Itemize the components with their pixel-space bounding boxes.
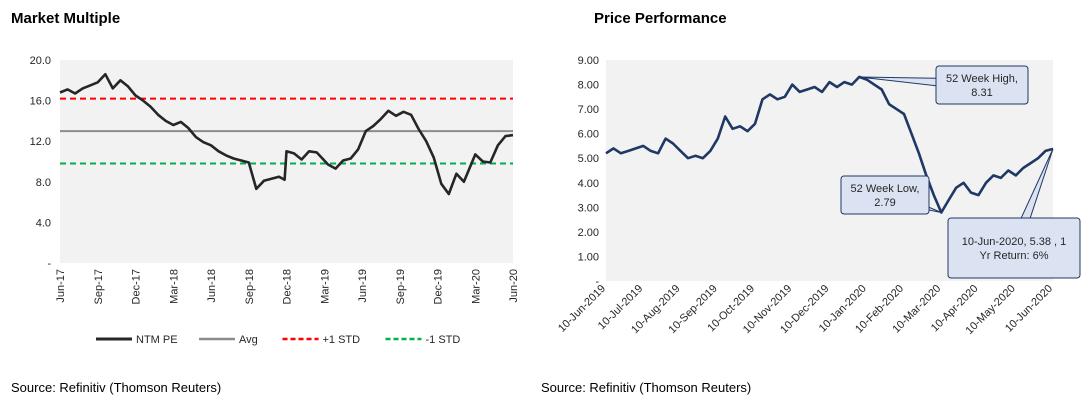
x-tick-label: Dec-19: [433, 269, 445, 304]
market-multiple-chart: 20.0 16.0 12.0 8.0 4.0 -Jun-17 Sep-17 Dec-17 Mar…: [30, 55, 520, 346]
x-tick-label: Dec-17: [131, 269, 143, 304]
series-line-ntm-pe: [59, 72, 514, 196]
y-tick-label: 3.00: [578, 202, 599, 214]
y-tick-label: 8.0: [36, 177, 51, 189]
y-tick-label: 16.0: [30, 96, 51, 108]
y-tick-label: 8.00: [578, 80, 599, 92]
y-tick-label: -: [47, 258, 51, 270]
price-series-line: [605, 75, 1054, 214]
callout-fill: [842, 177, 928, 213]
x-tick-label: Sep-18: [244, 269, 256, 304]
legend-label: Avg: [239, 334, 258, 346]
callout-label: 2.79: [874, 197, 895, 209]
legend-label: -1 STD: [426, 334, 461, 346]
y-tick-label: 9.00: [578, 55, 599, 67]
y-tick-label: 4.00: [578, 178, 599, 190]
left-source-note: Source: Refinitiv (Thomson Reuters): [11, 380, 222, 395]
y-tick-label: 7.00: [578, 104, 599, 116]
right-source-note: Source: Refinitiv (Thomson Reuters): [541, 380, 752, 395]
y-tick-label: 4.0: [36, 217, 51, 229]
callout-label: 52 Week Low,: [851, 183, 920, 195]
left-chart-title: Market Multiple: [11, 10, 121, 27]
y-tick-label: 12.0: [30, 136, 51, 148]
right-chart-title: Price Performance: [594, 10, 727, 27]
legend-label: NTM PE: [136, 334, 178, 346]
x-tick-label: Dec-18: [282, 269, 294, 304]
callout-fill: [949, 219, 1079, 277]
y-tick-label: -: [595, 276, 599, 288]
y-tick-label: 20.0: [30, 55, 51, 67]
callout-fill: [937, 67, 1027, 103]
x-tick-label: Sep-19: [395, 269, 407, 304]
x-tick-label: Jun-18: [206, 269, 218, 303]
y-tick-label: 5.00: [578, 153, 599, 165]
x-tick-label: Jun-19: [357, 269, 369, 303]
y-tick-label: 6.00: [578, 129, 599, 141]
x-tick-label: Jun-20: [508, 269, 520, 303]
callout-label: Yr Return: 6%: [979, 250, 1048, 262]
x-tick-label: Sep-17: [93, 269, 105, 304]
callout-label: 8.31: [971, 87, 992, 99]
x-tick-label: Jun-17: [55, 269, 67, 303]
callout-label: 10-Jun-2020, 5.38 , 1: [962, 236, 1067, 248]
callout-label: 52 Week High,: [946, 73, 1018, 85]
x-tick-label: Mar-18: [168, 269, 180, 304]
x-tick-label: Mar-19: [319, 269, 331, 304]
price-performance-chart: 9.00 8.00 7.00 6.00 5.00 4.00 3.00 2.00 1.00 - 10-…: [556, 55, 1081, 337]
y-tick-label: 2.00: [578, 227, 599, 239]
legend-label: +1 STD: [323, 334, 361, 346]
x-tick-label: Mar-20: [470, 269, 482, 304]
y-tick-label: 1.00: [578, 251, 599, 263]
